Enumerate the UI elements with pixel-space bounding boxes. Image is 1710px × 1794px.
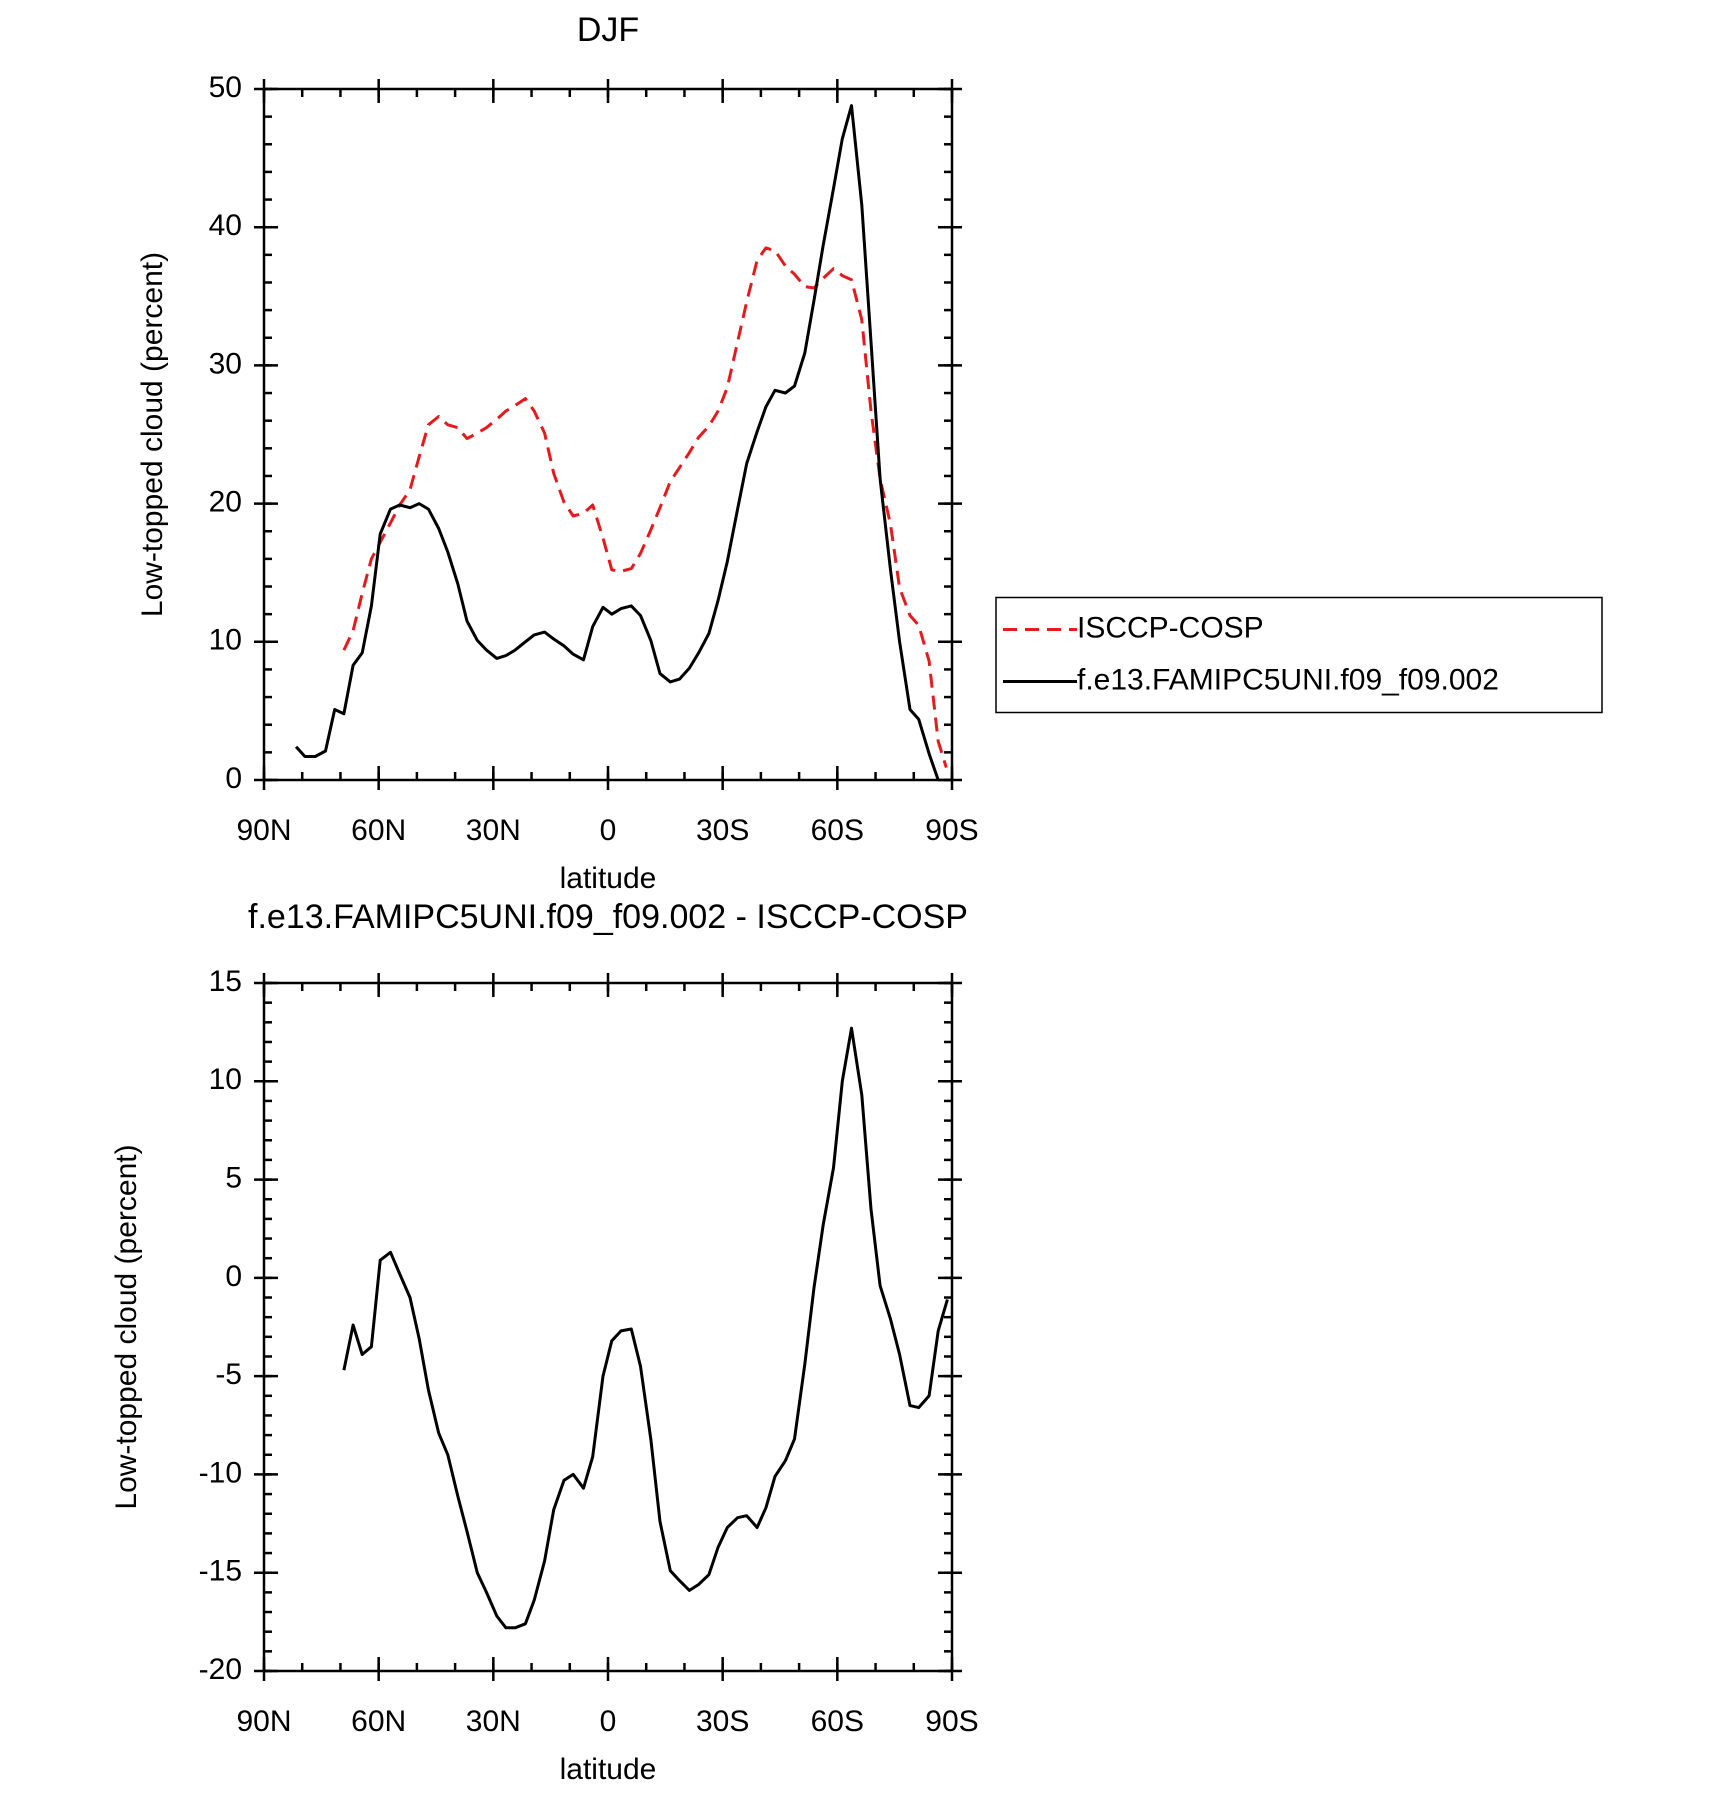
x-tick-label: 60N [351, 1705, 406, 1738]
y-tick-label: 0 [225, 762, 242, 795]
x-tick-label: 30S [696, 814, 749, 847]
y-tick-label: -10 [199, 1456, 242, 1489]
x-axis-label: latitude [560, 862, 657, 895]
x-tick-label: 30S [696, 1705, 749, 1738]
y-axis-label: Low-topped cloud (percent) [110, 1144, 143, 1509]
y-tick-label: -15 [199, 1555, 242, 1588]
x-axis-label: latitude [560, 1753, 657, 1786]
x-tick-label: 60S [811, 1705, 864, 1738]
x-tick-label: 0 [600, 814, 617, 847]
y-tick-label: 0 [225, 1260, 242, 1293]
y-tick-label: 30 [209, 347, 242, 380]
data-line [342, 246, 948, 769]
y-tick-label: -20 [199, 1653, 242, 1686]
chart-title: DJF [577, 11, 639, 49]
x-tick-label: 60N [351, 814, 406, 847]
y-tick-label: -5 [215, 1358, 242, 1391]
x-tick-label: 60S [811, 814, 864, 847]
plot-frame [262, 87, 954, 782]
y-tick-label: 20 [209, 486, 242, 519]
plot-frame [262, 981, 954, 1673]
legend-label: ISCCP-COSP [1077, 611, 1264, 644]
x-tick-label: 30N [466, 814, 521, 847]
data-line [342, 1026, 949, 1630]
y-tick-label: 15 [209, 965, 242, 998]
y-tick-label: 50 [209, 71, 242, 104]
x-tick-label: 30N [466, 1705, 521, 1738]
y-tick-label: 5 [225, 1161, 242, 1194]
y-tick-label: 10 [209, 624, 242, 657]
data-line [294, 104, 940, 781]
chart-title: f.e13.FAMIPC5UNI.f09_f09.002 - ISCCP-COS… [248, 898, 968, 936]
legend-box [995, 596, 1603, 714]
x-tick-label: 0 [600, 1705, 617, 1738]
x-tick-label: 90N [236, 814, 291, 847]
x-tick-label: 90S [925, 814, 978, 847]
y-tick-label: 40 [209, 209, 242, 242]
x-tick-label: 90S [925, 1705, 978, 1738]
x-tick-label: 90N [236, 1705, 291, 1738]
legend-label: f.e13.FAMIPC5UNI.f09_f09.002 [1077, 663, 1499, 696]
y-axis-label: Low-topped cloud (percent) [136, 252, 169, 617]
y-tick-label: 10 [209, 1063, 242, 1096]
